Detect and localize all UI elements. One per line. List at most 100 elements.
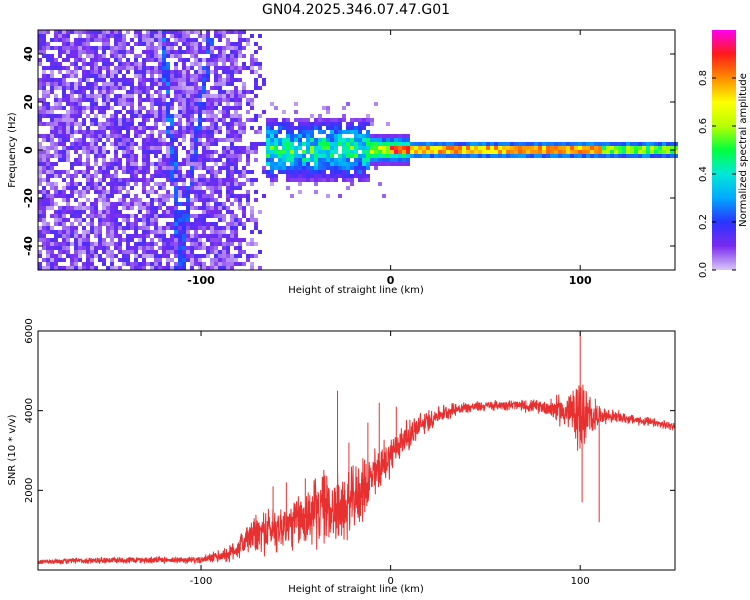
spectrogram-cell	[50, 90, 54, 94]
spectrogram-cell	[198, 166, 202, 170]
spectrogram-cell	[294, 134, 298, 138]
spectrogram-cell	[106, 182, 110, 186]
spectrogram-cell	[54, 262, 58, 266]
spectrogram-cell	[62, 126, 66, 130]
spectrogram-cell	[234, 58, 238, 62]
spectrogram-cell	[210, 166, 214, 170]
spectrogram-cell	[82, 206, 86, 210]
spectrogram-cell	[66, 46, 70, 50]
spectrogram-cell	[150, 38, 154, 42]
spectrogram-cell	[162, 186, 166, 190]
spectrogram-cell	[270, 170, 274, 174]
spectrogram-cell	[126, 250, 130, 254]
spectrogram-cell	[130, 186, 134, 190]
spectrogram-cell	[210, 230, 214, 234]
spectrogram-cell	[74, 226, 78, 230]
spectrogram-cell	[74, 246, 78, 250]
spectrogram-cell	[290, 134, 294, 138]
spectrogram-cell	[114, 202, 118, 206]
spectrogram-cell	[310, 134, 314, 138]
spectrogram-cell	[226, 78, 230, 82]
spectrogram-cell	[102, 102, 106, 106]
spectrogram-cell	[242, 54, 246, 58]
spectrogram-cell	[62, 30, 66, 34]
spectrogram-cell	[218, 166, 222, 170]
spectrogram-cell	[42, 226, 46, 230]
spectrogram-cell	[118, 142, 122, 146]
spectrogram-cell	[166, 170, 170, 174]
spectrogram-cell	[226, 102, 230, 106]
spectrogram-cell	[46, 258, 50, 262]
spectrogram-cell	[174, 122, 178, 126]
spectrogram-cell	[358, 142, 362, 146]
spectrogram-cell	[122, 34, 126, 38]
spectrogram-cell	[334, 126, 338, 130]
spectrogram-cell	[130, 150, 134, 154]
spectrogram-cell	[50, 214, 54, 218]
spectrogram-cell	[118, 138, 122, 142]
spectrogram-cell	[222, 118, 226, 122]
spectrogram-cell	[598, 154, 602, 158]
spectrogram-cell	[454, 154, 458, 158]
spectrogram-cell	[322, 146, 326, 150]
spectrogram-cell	[118, 126, 122, 130]
spectrogram-cell	[90, 178, 94, 182]
spectrogram-cell	[150, 86, 154, 90]
spectrogram-cell	[102, 178, 106, 182]
spectrogram-cell	[346, 142, 350, 146]
spectrogram-cell	[142, 226, 146, 230]
spectrogram-cell	[54, 234, 58, 238]
spectrogram-cell	[642, 142, 646, 146]
spectrogram-cell	[354, 138, 358, 142]
spectrogram-cell	[154, 198, 158, 202]
spectrogram-cell	[198, 98, 202, 102]
spectrogram-cell	[186, 98, 190, 102]
spectrogram-cell	[446, 146, 450, 150]
spectrogram-cell	[578, 154, 582, 158]
spectrogram-cell	[526, 146, 530, 150]
spectrogram-cell	[58, 214, 62, 218]
spectrogram-cell	[178, 82, 182, 86]
spectrogram-cell	[322, 166, 326, 170]
spectrogram-cell	[378, 134, 382, 138]
spectrogram-cell	[50, 246, 54, 250]
spectrogram-cell	[322, 150, 326, 154]
spectrogram-cell	[626, 150, 630, 154]
spectrogram-cell	[178, 34, 182, 38]
spectrogram-cell	[94, 242, 98, 246]
spectrogram-cell	[106, 82, 110, 86]
spectrogram-cell	[178, 30, 182, 34]
spectrogram-cell	[202, 218, 206, 222]
spectrogram-cell	[174, 198, 178, 202]
spectrogram-cell	[238, 38, 242, 42]
spectrogram-cell	[202, 58, 206, 62]
spectrogram-cell	[70, 130, 74, 134]
spectrogram-cell	[62, 38, 66, 42]
spectrogram-cell	[66, 226, 70, 230]
spectrogram-cell	[118, 110, 122, 114]
spectrogram-cell	[494, 150, 498, 154]
spectrogram-cell	[246, 118, 250, 122]
spectrogram-cell	[638, 142, 642, 146]
spectrogram-cell	[258, 74, 262, 78]
spectrogram-cell	[234, 134, 238, 138]
spectrogram-cell	[90, 242, 94, 246]
spectrogram-cell	[222, 230, 226, 234]
spectrogram-cell	[474, 142, 478, 146]
spectrogram-cell	[98, 182, 102, 186]
spectrogram-cell	[202, 190, 206, 194]
spectrogram-cell	[78, 130, 82, 134]
spectrogram-cell	[206, 254, 210, 258]
spectrogram-cell	[214, 98, 218, 102]
spectrogram-cell	[290, 126, 294, 130]
spectrogram-cell	[82, 246, 86, 250]
spectrogram-cell	[174, 262, 178, 266]
spectrogram-cell	[174, 150, 178, 154]
spectrogram-cell	[62, 234, 66, 238]
spectrogram-cell	[46, 250, 50, 254]
spectrogram-cell	[246, 38, 250, 42]
spectrogram-cell	[82, 138, 86, 142]
spectrogram-cell	[90, 258, 94, 262]
spectrogram-cell	[110, 34, 114, 38]
spectrogram-cell	[134, 110, 138, 114]
